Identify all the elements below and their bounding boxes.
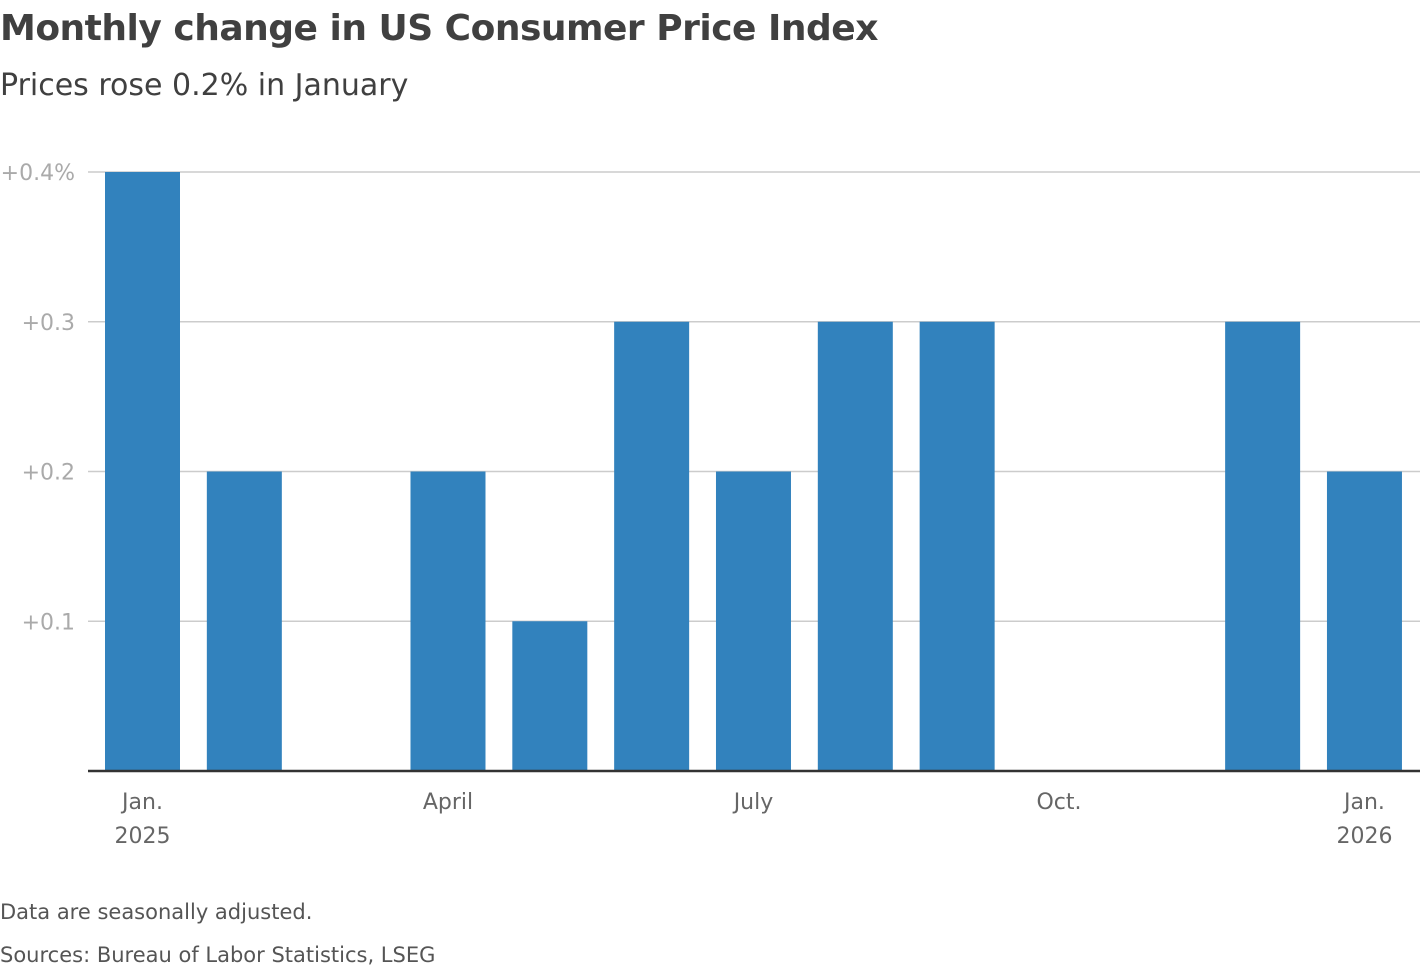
bar-jan-2026 bbox=[1326, 471, 1402, 771]
x-tick-label: April bbox=[423, 790, 473, 815]
x-tick-label: Oct. bbox=[1036, 790, 1081, 815]
chart-subtitle: Prices rose 0.2% in January bbox=[0, 68, 409, 103]
x-tick-label: Jan. bbox=[1342, 790, 1385, 815]
bar-jan-2025 bbox=[105, 172, 180, 771]
bar-sep-2025 bbox=[919, 321, 995, 771]
y-tick-label: +0.1 bbox=[22, 610, 75, 635]
x-tick-label: Jan. bbox=[120, 790, 163, 815]
bar-apr-2025 bbox=[410, 471, 486, 771]
bar-jul-2025 bbox=[715, 471, 791, 771]
bar-feb-2025 bbox=[206, 471, 282, 771]
seasonal-note: Data are seasonally adjusted. bbox=[0, 900, 313, 924]
bar-dec-2025 bbox=[1225, 321, 1301, 771]
x-tick-year-label: 2025 bbox=[115, 824, 171, 849]
x-tick-label: July bbox=[732, 790, 774, 815]
bar-aug-2025 bbox=[817, 321, 893, 771]
y-tick-label: +0.2 bbox=[22, 461, 75, 486]
chart-title: Monthly change in US Consumer Price Inde… bbox=[0, 8, 878, 49]
sources-note: Sources: Bureau of Labor Statistics, LSE… bbox=[0, 943, 436, 967]
y-tick-label: +0.4% bbox=[1, 161, 75, 186]
y-tick-label: +0.3 bbox=[22, 311, 75, 336]
x-tick-year-label: 2026 bbox=[1336, 824, 1392, 849]
bar-may-2025 bbox=[512, 621, 588, 771]
bar-jun-2025 bbox=[614, 321, 690, 771]
